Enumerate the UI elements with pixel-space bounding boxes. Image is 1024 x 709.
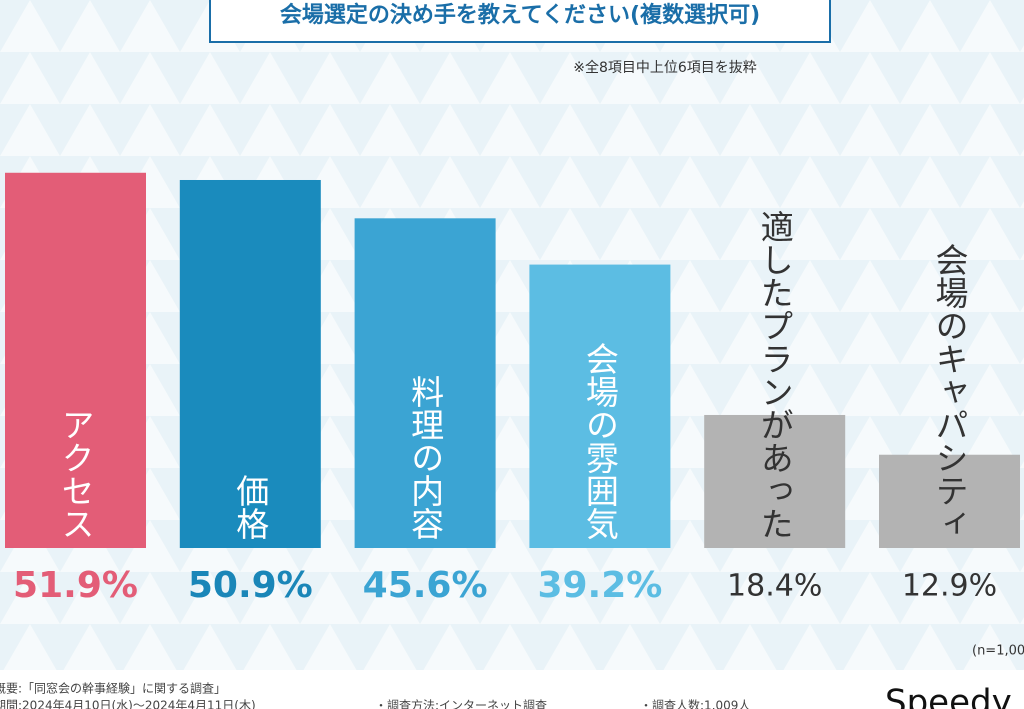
- footer-text: ・調査方法:インターネット調査: [375, 698, 547, 709]
- subtitle: ※全8項目中上位6項目を抜粋: [573, 59, 757, 76]
- category-label: 適したプランがあった: [755, 210, 794, 540]
- footer-text: 調査概要:「同窓会の幹事経験」に関する調査」: [0, 681, 226, 696]
- value-label: 45.6%: [363, 565, 488, 606]
- bar: [179, 179, 321, 549]
- category-label: 会場の雰囲気: [580, 342, 619, 540]
- category-label: アクセス: [56, 408, 95, 540]
- footer-text: 調査期間:2024年4月10日(水)～2024年4月11日(木): [0, 699, 256, 709]
- value-label: 18.4%: [727, 569, 822, 604]
- title-box: [209, 0, 831, 43]
- bar: [879, 454, 1020, 548]
- chart-title: 会場選定の決め手を教えてください(複数選択可): [280, 2, 760, 28]
- footer-text: ・調査人数:1,009人: [640, 698, 750, 709]
- bar: [5, 172, 146, 548]
- value-label: 51.9%: [13, 565, 138, 606]
- bar: [704, 414, 846, 548]
- brand: Speedy: [885, 683, 1012, 709]
- bar: [529, 264, 671, 548]
- category-label: 料理の内容: [406, 375, 445, 540]
- value-label: 12.9%: [902, 569, 997, 604]
- footer-band: [0, 670, 1024, 709]
- note: (n=1,009): [972, 644, 1024, 659]
- category-label: 会場のキャパシティ: [930, 243, 969, 540]
- bar: [354, 218, 496, 548]
- category-label: 価格: [231, 474, 270, 540]
- value-label: 39.2%: [537, 565, 662, 606]
- value-label: 50.9%: [188, 565, 313, 606]
